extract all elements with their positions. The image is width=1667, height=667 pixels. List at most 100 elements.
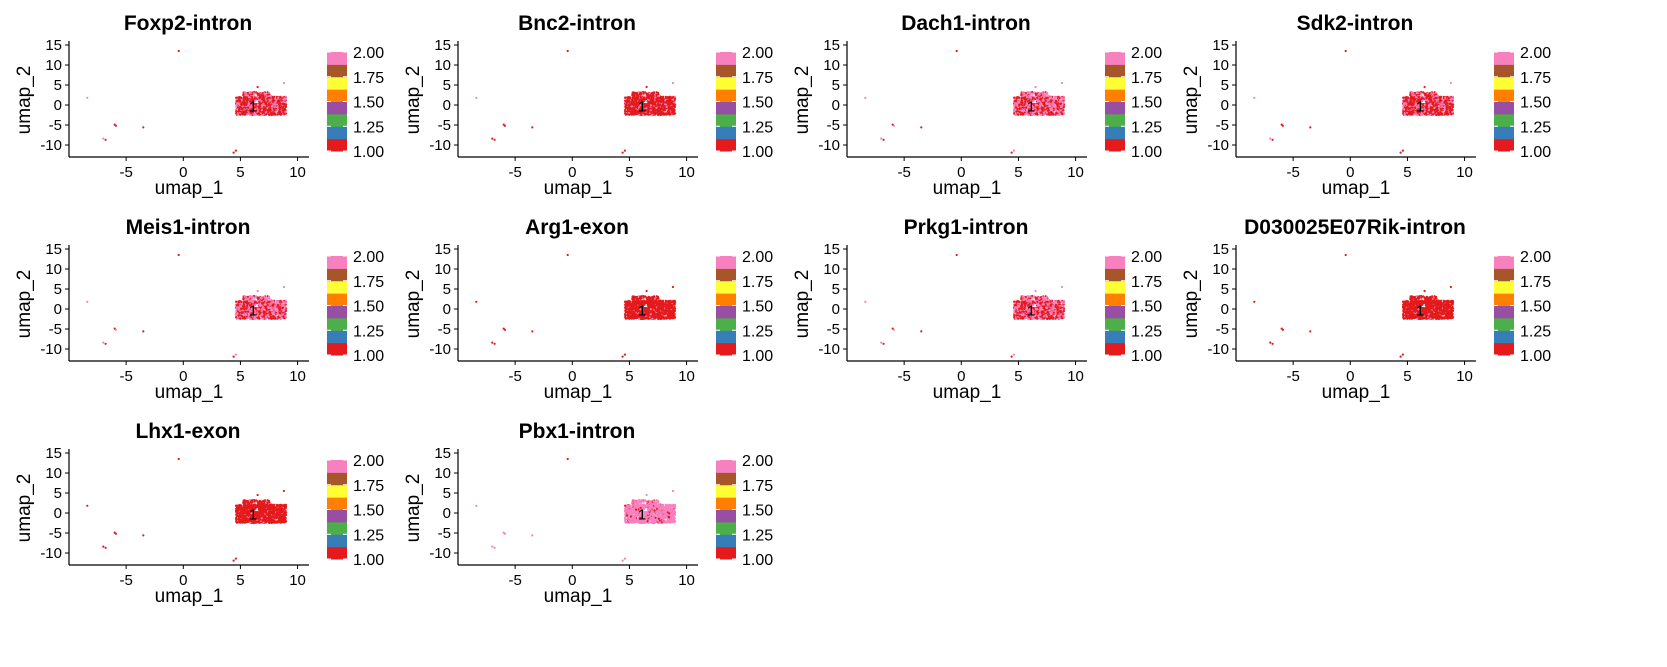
data-point xyxy=(263,99,266,102)
data-point xyxy=(1438,104,1441,108)
data-point xyxy=(265,96,268,99)
data-point xyxy=(654,96,657,99)
data-point xyxy=(1046,99,1049,102)
data-point xyxy=(1021,112,1024,115)
data-point xyxy=(1058,99,1061,102)
data-point xyxy=(1042,101,1045,104)
data-point xyxy=(1014,102,1017,105)
legend-color-segment xyxy=(327,52,347,65)
data-point xyxy=(635,94,638,97)
data-point xyxy=(1038,93,1041,96)
y-tick-label: 0 xyxy=(832,97,840,114)
data-point xyxy=(272,107,275,110)
data-point xyxy=(1429,106,1433,109)
data-point xyxy=(632,101,635,104)
data-point xyxy=(1401,149,1404,152)
data-point xyxy=(276,101,279,104)
data-point xyxy=(1440,101,1444,104)
data-point xyxy=(1427,93,1430,96)
legend-tick-label: 1.50 xyxy=(1520,95,1551,112)
data-point xyxy=(666,96,669,99)
data-point xyxy=(104,138,107,141)
data-point xyxy=(1407,111,1411,114)
data-point xyxy=(268,99,271,102)
data-point xyxy=(251,93,254,96)
data-point xyxy=(1448,106,1452,109)
data-point xyxy=(1427,100,1430,103)
data-point xyxy=(632,91,635,94)
data-point xyxy=(1430,99,1433,102)
data-point xyxy=(1062,110,1065,113)
legend-color-segment xyxy=(327,101,347,115)
data-point xyxy=(243,101,246,104)
data-point xyxy=(654,113,657,116)
data-point xyxy=(1423,93,1426,96)
data-point xyxy=(1253,96,1256,99)
data-point xyxy=(272,111,275,114)
data-point xyxy=(257,112,260,115)
legend-color-segment xyxy=(1494,89,1514,103)
data-point xyxy=(1402,100,1405,103)
y-axis-label: umap_2 xyxy=(403,66,424,135)
data-point xyxy=(1449,81,1452,85)
data-point xyxy=(1059,102,1062,105)
data-point xyxy=(1423,85,1426,89)
panel-title: Dach1-intron xyxy=(901,12,1031,35)
data-point xyxy=(271,104,274,108)
data-point xyxy=(246,94,249,97)
data-point xyxy=(657,109,661,112)
data-point xyxy=(1411,106,1414,109)
legend-color-segment xyxy=(716,113,736,127)
data-point xyxy=(1015,97,1018,100)
data-point xyxy=(633,96,636,99)
data-point xyxy=(1412,100,1416,103)
y-tick-label: -10 xyxy=(1207,137,1229,154)
data-point xyxy=(1448,102,1451,105)
data-point xyxy=(1047,103,1051,106)
data-point xyxy=(266,93,269,96)
legend-tick-label: 1.75 xyxy=(1520,70,1551,87)
data-point xyxy=(242,99,246,102)
data-point xyxy=(1402,104,1405,107)
data-point xyxy=(629,96,632,99)
data-point xyxy=(892,124,896,127)
data-point xyxy=(1060,111,1063,114)
data-point xyxy=(1451,110,1454,113)
data-point xyxy=(281,109,284,112)
data-point xyxy=(242,93,245,96)
data-point xyxy=(656,91,660,94)
data-point xyxy=(280,99,283,102)
data-point xyxy=(1049,104,1052,108)
data-point xyxy=(1050,111,1053,114)
legend-color-segment xyxy=(1105,76,1125,90)
legend-tick-label: 1.75 xyxy=(353,70,384,87)
data-point xyxy=(645,93,648,96)
data-point xyxy=(282,111,285,114)
data-point xyxy=(1452,97,1455,100)
x-tick-label: 10 xyxy=(1456,164,1473,181)
data-point xyxy=(277,96,280,99)
data-point xyxy=(1060,81,1063,85)
y-tick-label: 5 xyxy=(443,77,451,94)
x-axis-label: umap_1 xyxy=(544,178,613,199)
x-tick-label: -5 xyxy=(897,164,910,181)
legend-color-segment xyxy=(1494,76,1514,90)
data-point xyxy=(1013,96,1016,99)
data-point xyxy=(281,106,285,109)
data-point xyxy=(1052,113,1055,116)
data-point xyxy=(621,151,624,154)
data-point xyxy=(1446,110,1449,113)
cluster-label: 1 xyxy=(249,99,257,116)
data-point xyxy=(1425,96,1428,99)
data-point xyxy=(660,96,663,99)
cluster-label: 1 xyxy=(638,99,646,116)
data-point xyxy=(237,106,240,109)
data-point xyxy=(657,107,660,110)
data-point xyxy=(240,103,243,106)
data-point xyxy=(660,104,663,108)
y-axis-label: umap_2 xyxy=(792,66,813,135)
